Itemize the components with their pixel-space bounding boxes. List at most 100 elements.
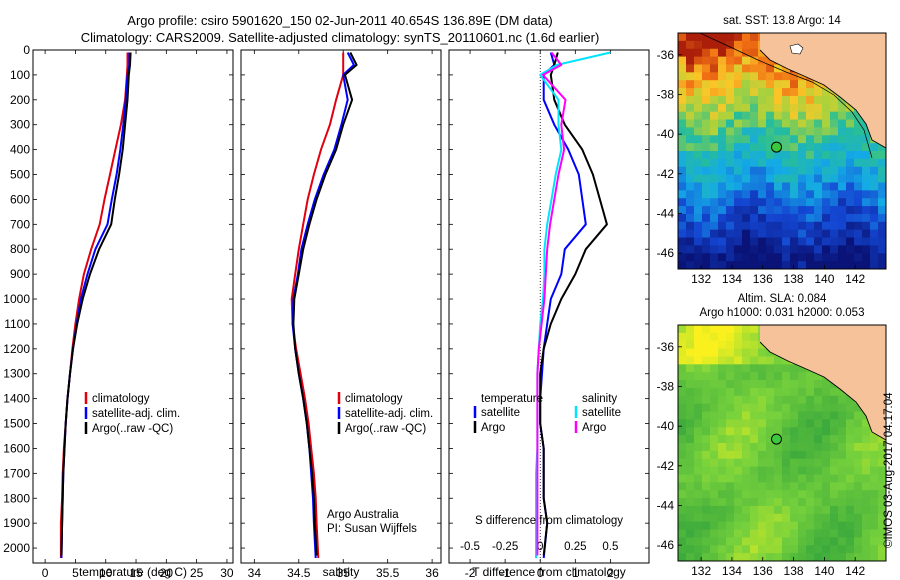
map-cell [870, 151, 879, 160]
map-cell [798, 166, 807, 176]
map-cell [846, 498, 855, 507]
lon-tick-label: 140 [814, 272, 834, 286]
map-cell [718, 95, 727, 105]
map-cell [878, 553, 886, 561]
map-cell [814, 135, 823, 144]
map-cell [814, 395, 823, 405]
map-cell [798, 143, 807, 152]
map-cell [806, 498, 815, 507]
map-cell [742, 490, 751, 499]
map-cell [766, 450, 775, 460]
map-cell [678, 458, 687, 468]
map-cell [726, 458, 735, 468]
map-cell [806, 111, 815, 121]
map-cell [678, 213, 687, 223]
map-cell [750, 245, 759, 254]
map-cell [702, 158, 711, 168]
map-cell [822, 521, 831, 531]
lon-tick-label: 140 [814, 564, 834, 578]
secondary-x-tick-label: -0.25 [492, 541, 518, 553]
map-cell [678, 72, 687, 81]
map-cell [806, 395, 815, 405]
map-cell [742, 127, 751, 136]
secondary-x-tick-label: -0.5 [460, 541, 480, 553]
map-cell [790, 158, 799, 168]
map-cell [838, 529, 847, 538]
map-cell [870, 529, 879, 538]
map-cell [750, 158, 759, 168]
map-cell [710, 482, 719, 491]
map-cell [710, 348, 719, 357]
map-cell [838, 174, 847, 183]
difference-secondary-x-axis: -0.5 -0.25 0 0.25 0.5 [460, 541, 618, 553]
map-cell [798, 158, 807, 168]
map-cell [750, 253, 759, 262]
map-cell [734, 88, 743, 97]
map-cell [822, 253, 831, 262]
map-cell [734, 111, 743, 121]
map-cell [694, 245, 703, 254]
map-cell [870, 466, 879, 475]
lat-tick-label: -38 [657, 87, 675, 101]
map-cell [854, 229, 863, 239]
map-cell [686, 466, 695, 475]
sst-map: sat. SST: 13.8 Argo: 14 -36-38-40-42-44-… [657, 15, 887, 286]
map-cell [702, 395, 711, 405]
map-cell [702, 40, 711, 50]
map-cell [798, 505, 807, 515]
temperature-xlabel: temperature (deg C) [79, 565, 187, 579]
map-cell [782, 450, 791, 460]
map-cell [822, 261, 831, 269]
map-cell [758, 72, 767, 81]
map-cell [782, 103, 791, 113]
map-cell [774, 411, 783, 420]
map-cell [718, 474, 727, 483]
map-cell [838, 395, 847, 405]
map-cell [766, 427, 775, 436]
map-cell [734, 403, 743, 413]
map-cell [758, 88, 767, 97]
map-cell [726, 103, 735, 113]
lat-tick-label: -42 [657, 167, 675, 181]
map-cell [798, 127, 807, 136]
map-cell [718, 505, 727, 515]
map-cell [862, 435, 871, 444]
map-cell [702, 253, 711, 262]
map-cell [782, 95, 791, 105]
difference-x-axis: -2 -1 0 1 2 [465, 50, 614, 580]
map-cell [758, 158, 767, 168]
lat-tick-label: -40 [657, 127, 675, 141]
map-cell [726, 40, 735, 50]
sst-map-lon-axis: 132 134 136 138 140 142 [691, 265, 866, 286]
map-cell [678, 513, 687, 523]
map-cell [742, 419, 751, 428]
map-cell [678, 135, 687, 144]
lon-tick-label: 142 [845, 564, 865, 578]
map-cell [694, 72, 703, 81]
map-cell [878, 151, 886, 160]
map-cell [822, 111, 831, 121]
map-cell [678, 261, 687, 269]
lat-tick-label: -42 [657, 459, 675, 473]
map-cell [774, 127, 783, 136]
map-cell [686, 435, 695, 444]
map-cell [790, 166, 799, 176]
map-cell [742, 332, 751, 342]
map-cell [710, 213, 719, 223]
y-tick-label: 800 [10, 242, 30, 256]
map-cell [694, 466, 703, 475]
map-cell [782, 253, 791, 262]
map-cell [774, 505, 783, 515]
map-cell [854, 521, 863, 531]
map-cell [710, 198, 719, 207]
map-cell [790, 498, 799, 507]
map-cell [830, 111, 839, 121]
map-cell [758, 553, 767, 561]
map-cell [686, 56, 695, 65]
map-cell [806, 143, 815, 152]
map-cell [694, 458, 703, 468]
map-cell [798, 450, 807, 460]
map-cell [750, 466, 759, 475]
map-cell [870, 213, 879, 223]
map-cell [790, 553, 799, 561]
